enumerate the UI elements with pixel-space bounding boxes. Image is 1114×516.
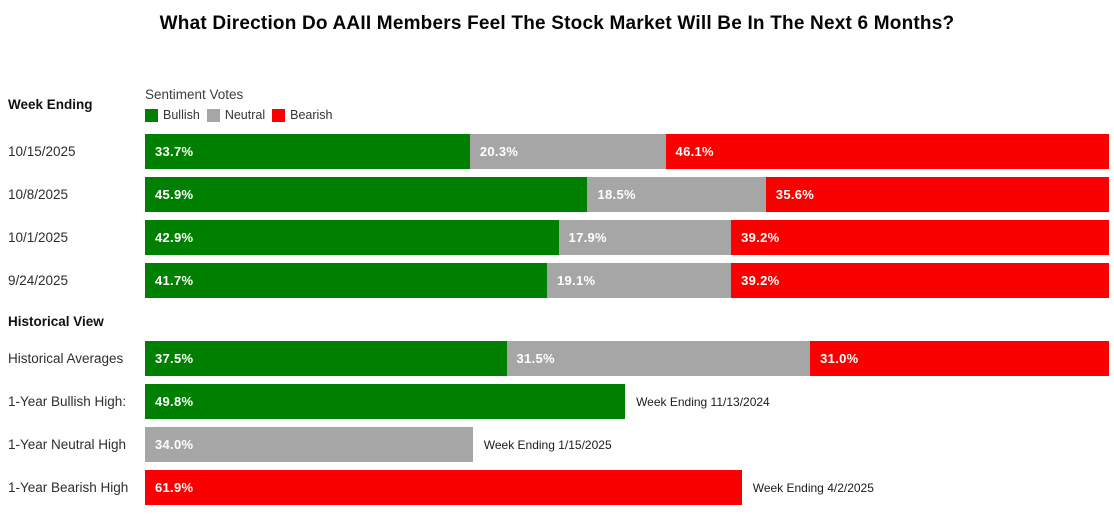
stacked-bar: 41.7% 19.1% 39.2% <box>145 263 1109 298</box>
legend-item-bearish: Bearish <box>272 108 333 122</box>
historical-rows: Historical Averages 37.5% 31.5% 31.0% 1-… <box>0 341 1114 505</box>
bearish-segment: 61.9% <box>145 470 742 505</box>
bullish-swatch-icon <box>145 108 158 122</box>
row-label: 1-Year Bearish High <box>8 480 129 495</box>
bullish-segment: 33.7% <box>145 134 470 169</box>
bearish-swatch-icon <box>272 108 286 122</box>
row-label: 10/15/2025 <box>8 144 76 159</box>
row-label: 9/24/2025 <box>8 273 69 288</box>
segment-value: 39.2% <box>741 230 780 245</box>
row-label: 10/8/2025 <box>8 187 69 202</box>
row-label: 10/1/2025 <box>8 230 69 245</box>
bearish-segment: 35.6% <box>765 177 1109 212</box>
bullish-segment: 45.9% <box>145 177 588 212</box>
bar-annotation: Week Ending 4/2/2025 <box>752 480 874 495</box>
segment-value: 49.8% <box>155 394 194 409</box>
neutral-segment: 17.9% <box>558 220 732 255</box>
bullish-segment: 41.7% <box>145 263 547 298</box>
segment-value: 41.7% <box>155 273 194 288</box>
historical-view-header: Historical View <box>8 314 104 329</box>
chart-header-area: Week Ending Sentiment Votes Bullish Neut… <box>0 87 1114 122</box>
segment-value: 33.7% <box>155 144 194 159</box>
legend-items: Bullish Neutral Bearish <box>145 108 1109 122</box>
bar-annotation: Week Ending 1/15/2025 <box>483 437 612 452</box>
legend-title: Sentiment Votes <box>145 87 244 102</box>
week-ending-column-header: Week Ending <box>8 97 93 112</box>
legend-item-bullish: Bullish <box>145 108 200 122</box>
weekly-row: 10/15/2025 33.7% 20.3% 46.1% <box>0 134 1114 169</box>
segment-value: 42.9% <box>155 230 194 245</box>
segment-value: 35.6% <box>775 187 815 202</box>
single-bar: 61.9% Week Ending 4/2/2025 <box>145 470 1109 505</box>
one-year-bearish-high-row: 1-Year Bearish High 61.9% Week Ending 4/… <box>0 470 1114 505</box>
legend-label: Bearish <box>290 108 333 122</box>
row-label: 1-Year Neutral High <box>8 437 127 452</box>
neutral-segment: 19.1% <box>546 263 732 298</box>
weekly-row: 10/1/2025 42.9% 17.9% 39.2% <box>0 220 1114 255</box>
row-label: Historical Averages <box>8 351 124 366</box>
legend-item-neutral: Neutral <box>206 108 266 122</box>
bullish-segment: 37.5% <box>145 341 507 376</box>
weekly-row: 10/8/2025 45.9% 18.5% 35.6% <box>0 177 1114 212</box>
segment-value: 61.9% <box>155 480 194 495</box>
neutral-swatch-icon <box>206 108 220 122</box>
segment-value: 19.1% <box>556 273 596 288</box>
segment-value: 34.0% <box>155 437 194 452</box>
stacked-bar: 37.5% 31.5% 31.0% <box>145 341 1109 376</box>
bullish-segment: 42.9% <box>145 220 559 255</box>
segment-value: 20.3% <box>479 144 519 159</box>
one-year-neutral-high-row: 1-Year Neutral High 34.0% Week Ending 1/… <box>0 427 1114 462</box>
legend-label: Bullish <box>163 108 200 122</box>
bullish-segment: 49.8% <box>145 384 626 419</box>
single-bar: 49.8% Week Ending 11/13/2024 <box>145 384 1109 419</box>
segment-value: 46.1% <box>675 144 714 159</box>
segment-value: 39.2% <box>741 273 780 288</box>
historical-averages-row: Historical Averages 37.5% 31.5% 31.0% <box>0 341 1114 376</box>
weekly-row: 9/24/2025 41.7% 19.1% 39.2% <box>0 263 1114 298</box>
one-year-bullish-high-row: 1-Year Bullish High: 49.8% Week Ending 1… <box>0 384 1114 419</box>
segment-value: 18.5% <box>597 187 636 202</box>
stacked-bar: 45.9% 18.5% 35.6% <box>145 177 1109 212</box>
bearish-segment: 31.0% <box>810 341 1109 376</box>
weekly-rows: 10/15/2025 33.7% 20.3% 46.1% 10/8/2025 4… <box>0 134 1114 298</box>
neutral-segment: 20.3% <box>469 134 666 169</box>
stacked-bar: 33.7% 20.3% 46.1% <box>145 134 1109 169</box>
stacked-bar: 42.9% 17.9% 39.2% <box>145 220 1109 255</box>
segment-value: 31.5% <box>516 351 555 366</box>
single-bar: 34.0% Week Ending 1/15/2025 <box>145 427 1109 462</box>
legend-label: Neutral <box>224 108 266 122</box>
neutral-segment: 34.0% <box>145 427 473 462</box>
bearish-segment: 39.2% <box>731 220 1109 255</box>
row-label: 1-Year Bullish High: <box>8 394 127 409</box>
segment-value: 45.9% <box>155 187 194 202</box>
segment-value: 31.0% <box>820 351 859 366</box>
legend: Sentiment Votes Bullish Neutral Bearish <box>145 87 1109 122</box>
bearish-segment: 39.2% <box>731 263 1109 298</box>
segment-value: 17.9% <box>568 230 607 245</box>
bar-annotation: Week Ending 11/13/2024 <box>636 394 770 409</box>
neutral-segment: 31.5% <box>506 341 811 376</box>
chart-title: What Direction Do AAII Members Feel The … <box>159 13 955 34</box>
neutral-segment: 18.5% <box>587 177 766 212</box>
segment-value: 37.5% <box>155 351 194 366</box>
bearish-segment: 46.1% <box>665 134 1109 169</box>
